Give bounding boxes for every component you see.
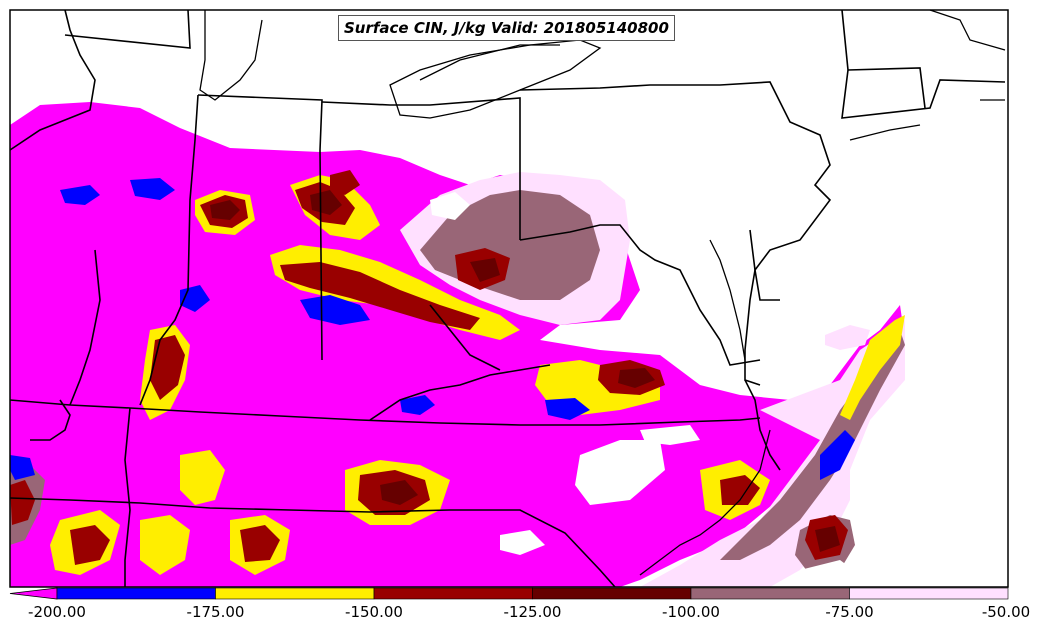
plot-frame <box>9 9 1009 588</box>
cin-field-dark-red <box>210 190 840 552</box>
state-borders <box>9 9 1006 588</box>
colorbar-tick-label: -75.00 <box>825 603 874 621</box>
colorbar-bin <box>56 587 216 600</box>
colorbar-bin <box>532 587 692 600</box>
cin-field-red <box>10 170 848 565</box>
colorbar-bin <box>215 587 375 600</box>
colorbar-bin <box>373 587 533 600</box>
colorbar-tick-label: -200.00 <box>28 603 86 621</box>
map-title: Surface CIN, J/kg Valid: 201805140800 <box>338 15 675 41</box>
colorbar-tick-label: -150.00 <box>345 603 403 621</box>
colorbar-under-triangle <box>9 587 58 600</box>
colorbar-tick-label: -50.00 <box>981 603 1031 621</box>
colorbar <box>9 587 1009 600</box>
colorbar-bin <box>690 587 850 600</box>
coastlines <box>199 9 1006 576</box>
colorbar-tick-label: -125.00 <box>503 603 562 621</box>
colorbar-tick-label: -175.00 <box>186 603 245 621</box>
colorbar-tick-label: -100.00 <box>662 603 720 621</box>
colorbar-bin <box>849 587 1009 600</box>
cin-field-gaps <box>430 192 860 587</box>
